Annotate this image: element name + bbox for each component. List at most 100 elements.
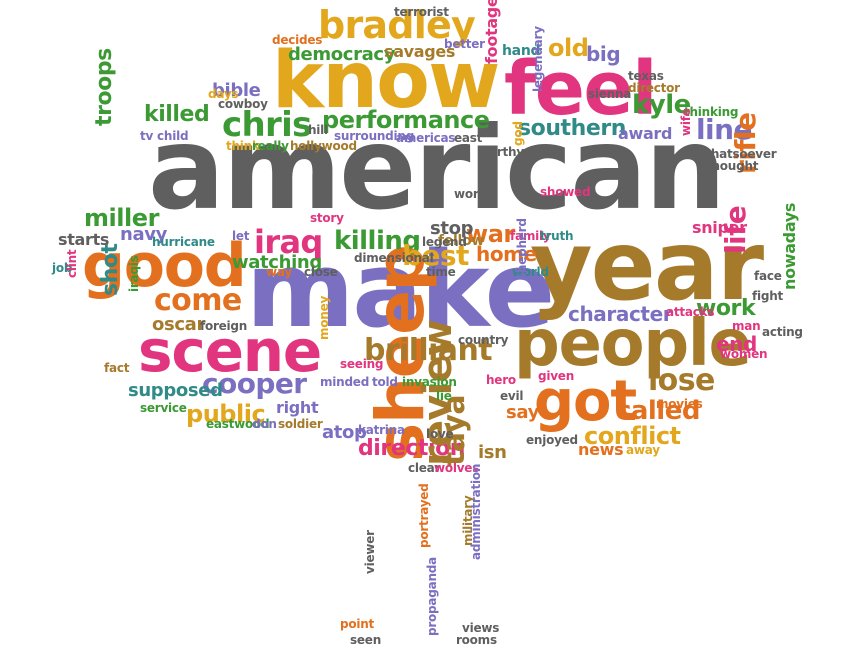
word-footage: footage: [482, 0, 501, 64]
word-southern: southern: [518, 116, 626, 141]
word-killing: killing: [334, 226, 421, 256]
word-foreign: foreign: [200, 319, 248, 333]
word-clint: clint: [65, 249, 79, 278]
word-told: told: [372, 375, 398, 389]
word-eastwood: eastwood: [206, 417, 270, 431]
word-public: public: [186, 400, 266, 428]
word-americas: americas: [396, 131, 456, 145]
word-kyle: kyle: [632, 90, 691, 120]
word-sienna: sienna: [588, 87, 632, 101]
word-country: country: [458, 333, 509, 347]
word-money: money: [317, 295, 331, 340]
word-tvchild: tv child: [140, 129, 189, 143]
word-feel: feel: [504, 46, 658, 132]
word-home: home: [476, 242, 537, 266]
word-performance: performance: [322, 106, 490, 134]
word-hill: hill: [308, 123, 328, 137]
word-evil: evil: [500, 389, 524, 403]
word-showed: showed: [540, 185, 591, 199]
word-administration: administration: [469, 463, 483, 560]
word-acting: acting: [762, 325, 803, 339]
word-thought: thought: [706, 159, 759, 173]
word-worthy: worthy: [478, 145, 524, 159]
word-hurricane: hurricane: [152, 235, 215, 249]
word-better: better: [444, 37, 485, 51]
word-decides: decides: [272, 33, 323, 47]
word-good: good: [82, 231, 247, 301]
word-line: line: [696, 113, 752, 146]
word-worst: worst: [454, 187, 491, 201]
word-award: award: [618, 124, 673, 143]
word-atop: atop: [322, 422, 367, 443]
word-called: called: [616, 396, 700, 426]
word-legendary: legendary: [531, 26, 545, 92]
word-nowadays: nowadays: [780, 202, 799, 290]
word-say: say: [506, 402, 539, 423]
word-oscar: oscar: [152, 314, 205, 335]
word-supposed: supposed: [128, 380, 223, 401]
word-soldier: soldier: [278, 417, 323, 431]
word-come: come: [154, 283, 242, 318]
word-close: close: [304, 265, 338, 279]
word-people: people: [514, 307, 752, 381]
word-thinking: thinking: [684, 105, 739, 119]
word-point: point: [340, 617, 375, 631]
word-family: family: [510, 229, 551, 243]
word-job: job: [52, 261, 73, 275]
word-american: american: [148, 102, 726, 235]
word-know: know: [272, 36, 500, 126]
word-troops: troops: [92, 48, 117, 126]
word-stop: stop: [430, 218, 474, 239]
word-scene: scene: [138, 317, 322, 385]
word-texas: texas: [628, 69, 664, 83]
word-shepherd: shepherd: [515, 218, 529, 280]
word-dimensional: dimensional: [354, 251, 434, 265]
word-seeing: seeing: [340, 357, 384, 371]
word-love: love: [426, 427, 454, 441]
word-cooper: cooper: [202, 367, 307, 400]
word-story: story: [310, 211, 344, 225]
word-really: really: [252, 139, 289, 153]
word-truth: truth: [540, 229, 574, 243]
word-given: given: [538, 369, 575, 383]
word-wife: wife: [679, 108, 693, 136]
word-brilliant: brilliant: [364, 333, 493, 368]
word-surrounding: surrounding: [334, 129, 415, 143]
word-whatsoever: whatsoever: [700, 147, 777, 161]
word-democracy: democracy: [288, 44, 396, 65]
word-time: time: [426, 265, 456, 279]
word-away: away: [626, 443, 660, 457]
word-fight: fight: [752, 289, 784, 303]
word-views: views: [462, 621, 500, 635]
word-conflict: conflict: [584, 422, 681, 450]
word-starts: starts: [58, 230, 110, 249]
word-women: women: [720, 347, 768, 361]
word-world: world: [512, 265, 549, 279]
word-work: work: [696, 296, 756, 321]
word-best: best: [402, 239, 469, 272]
word-savages: savages: [384, 42, 456, 61]
word-lose: lose: [648, 363, 715, 398]
word-iraqis: iraqis: [127, 255, 141, 292]
word-propaganda: propaganda: [425, 557, 439, 636]
word-days: days: [208, 87, 239, 101]
word-war: war: [466, 220, 515, 248]
word-navy: navy: [120, 224, 167, 245]
word-legend: legend: [422, 235, 467, 249]
word-right: right: [276, 398, 319, 417]
word-face: face: [754, 269, 782, 283]
word-lie: lie: [436, 389, 452, 403]
word-fact: fact: [104, 361, 130, 375]
word-rooms: rooms: [456, 633, 497, 647]
word-god: god: [511, 121, 525, 146]
word-fellow: fellow: [438, 233, 485, 249]
word-hollywood: hollywood: [290, 139, 357, 153]
word-isn: isn: [478, 442, 507, 463]
word-way: way: [266, 265, 292, 279]
word-killed: killed: [144, 102, 210, 127]
word-east: east: [454, 131, 483, 145]
word-iraq: iraq: [254, 223, 323, 261]
word-terrorist: terrorist: [394, 5, 449, 19]
word-katrina: katrina: [358, 423, 405, 437]
word-viewer: viewer: [363, 530, 377, 574]
